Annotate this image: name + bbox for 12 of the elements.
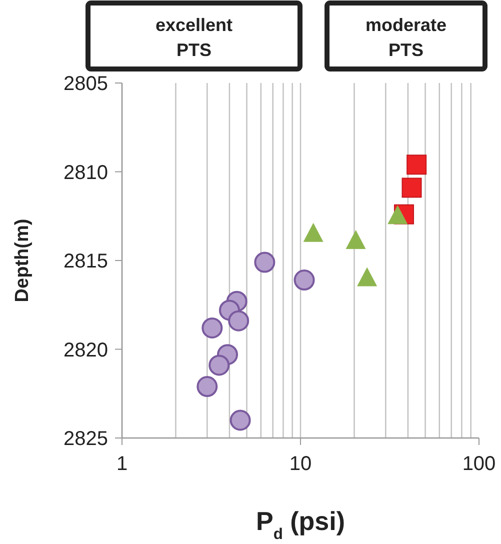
x-tick-label: 100 [462, 453, 496, 475]
y-tick-label: 2815 [64, 250, 108, 272]
text: excellent PTS [155, 15, 233, 60]
y-tick-label: 2820 [64, 339, 108, 362]
y-tick-label: 2825 [64, 428, 108, 450]
y-axis-title: Depth(m) [12, 218, 33, 302]
x-tick-label: 1 [116, 453, 128, 475]
x-axis-title: P$_{d}$ (psi) [256, 506, 345, 542]
y-tick-label: 2810 [64, 162, 108, 184]
x-tick-label: 10 [289, 453, 312, 475]
y-tick-label: 2805 [64, 73, 108, 95]
text: moderate PTS [365, 15, 447, 60]
